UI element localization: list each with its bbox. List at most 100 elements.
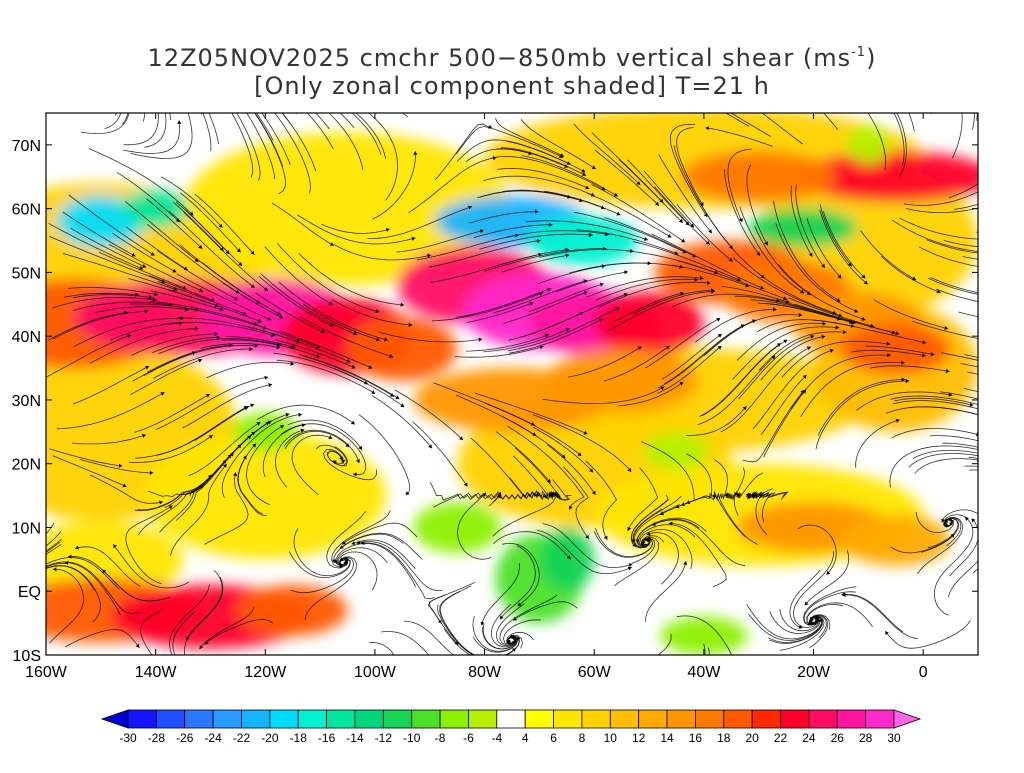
streamline-arrow [255,91,259,95]
lat-label: 70N [12,138,41,155]
streamline-arrow [181,675,185,679]
streamline [199,47,290,124]
colorbar-swatch [695,710,723,728]
streamline-arrow [239,66,243,70]
streamline-arrow [493,656,497,660]
shear-region [682,151,836,202]
streamline-arrow [1016,366,1020,370]
colorbar-label: 20 [745,731,759,745]
streamline-arrow [1000,445,1004,449]
colorbar-label: 14 [660,731,674,745]
colorbar-label: 4 [522,731,529,745]
colorbar-swatch [156,710,184,728]
colorbar-label: 12 [632,731,646,745]
shear-region [238,585,348,636]
streamline-arrow [461,659,465,663]
streamline-arrow [171,656,175,660]
streamline [96,35,128,124]
lon-label: 100W [354,664,397,681]
lat-label: 10S [13,648,41,665]
streamline-arrow [240,103,244,107]
streamline-arrow [80,29,84,33]
colorbar-swatch [639,710,667,728]
streamline-arrow [295,87,299,91]
streamline-arrow [668,695,672,699]
streamline-arrow [248,64,252,68]
streamline [233,58,310,113]
streamline [120,48,145,122]
colorbar-swatch [270,710,298,728]
streamline-arrow [135,54,139,58]
colorbar-label: 30 [887,731,901,745]
streamline-arrow [904,57,908,61]
lon-label: 80W [468,664,502,681]
shear-region [846,126,890,164]
streamline-arrow [127,24,131,28]
streamline-arrow [1004,405,1008,409]
streamline-arrow [336,83,340,87]
streamline-arrow [670,83,674,87]
streamline-arrow [986,532,990,536]
colorbar-swatch [667,710,695,728]
colorbar-swatch [866,710,894,728]
streamline-arrow [242,89,246,93]
streamline-arrow [223,99,227,103]
streamline-arrow [919,65,923,69]
colorbar-label: -30 [119,731,137,745]
colorbar-label: 24 [802,731,816,745]
colorbar-swatch [781,710,809,728]
lon-label: 60W [578,664,612,681]
colorbar-label: -18 [290,731,308,745]
shear-region [123,190,189,228]
colorbar-swatch [355,710,383,728]
streamline-arrow [942,68,946,72]
colorbar-label: -22 [233,731,251,745]
colorbar-label: -28 [148,731,166,745]
colorbar-label: -16 [318,731,336,745]
shear-region [528,215,638,266]
lat-label: 50N [12,265,41,282]
streamline-arrow [1006,416,1010,420]
colorbar-label: 18 [717,731,731,745]
colorbar-label: 6 [550,731,557,745]
streamline-arrow [34,575,38,579]
streamline-arrow [714,80,718,84]
colorbar-swatch [610,710,638,728]
streamline-arrow [205,71,209,75]
streamline-arrow [180,94,184,98]
colorbar-label: 16 [689,731,703,745]
streamline-arrow [1015,463,1019,467]
streamline-arrow [872,58,876,62]
streamline-arrow [849,91,853,95]
streamline-arrow [37,579,41,583]
colorbar-swatch [440,710,468,728]
colorbar-label: -8 [435,731,446,745]
streamline-arrow [120,48,124,52]
colorbar-swatch [724,710,752,728]
colorbar-swatch [383,710,411,728]
colorbar-swatch [752,710,780,728]
streamline-arrow [1003,420,1007,424]
streamline-arrow [36,580,40,584]
lat-label: 60N [12,202,41,219]
streamline-arrow [698,93,702,97]
shear-region [413,502,501,553]
lat-label: 40N [12,329,41,346]
lon-label: 0 [919,664,928,681]
streamline-arrow [91,36,95,40]
streamline-arrow [218,70,222,74]
streamline-arrow [245,77,249,81]
streamline [336,83,408,117]
colorbar-label: 22 [774,731,788,745]
colorbar-swatch [185,710,213,728]
colorbar-swatch [837,710,865,728]
streamline [116,28,171,120]
streamline-arrow [233,58,237,62]
colorbar-label: -4 [491,731,502,745]
lat-label: 30N [12,393,41,410]
streamline-arrow [788,81,792,85]
streamline-arrow [250,105,254,109]
streamline-arrow [212,657,216,661]
lon-label: 140W [135,664,178,681]
